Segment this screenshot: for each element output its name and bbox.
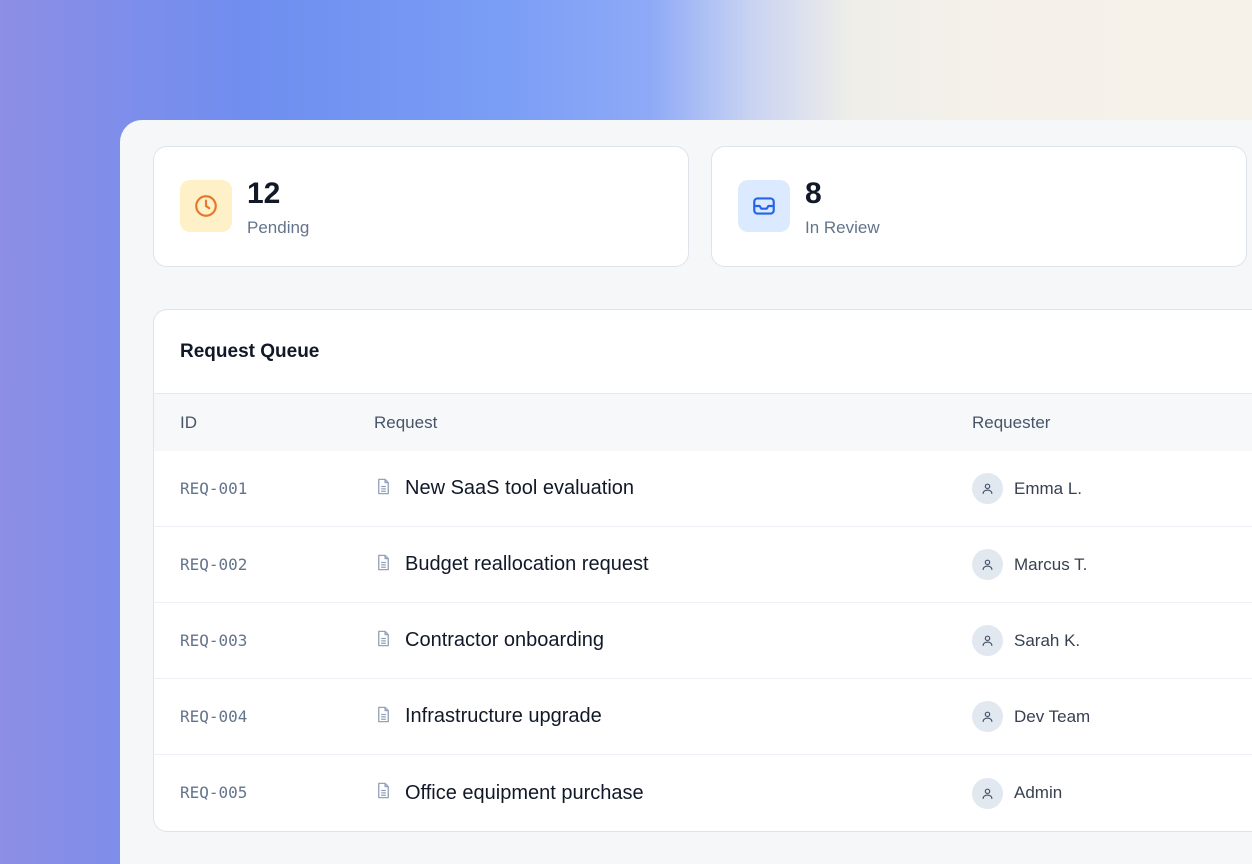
clock-icon [180, 180, 232, 232]
table-row[interactable]: REQ-001 New SaaS tool evaluation Emma L. [154, 451, 1252, 527]
request-id: REQ-001 [180, 478, 248, 498]
document-icon [374, 705, 393, 729]
user-avatar-icon [972, 777, 1003, 809]
requester-name: Emma L. [1014, 478, 1083, 498]
stat-value: 12 [247, 177, 281, 210]
request-queue-table: Request Queue ID Request Requester REQ-0… [153, 309, 1252, 832]
request-id: REQ-002 [180, 554, 248, 574]
table-row[interactable]: REQ-005 Office equipment purchase Admin [154, 755, 1252, 831]
stat-label: In Review [805, 218, 880, 237]
request-title[interactable]: Budget reallocation request [405, 553, 649, 575]
request-id: REQ-005 [180, 783, 248, 802]
requester-name: Dev Team [1014, 706, 1091, 726]
request-id: REQ-003 [180, 630, 248, 650]
user-avatar-icon [972, 473, 1003, 504]
column-header-requester[interactable]: Requester [972, 412, 1051, 432]
stat-card-pending[interactable]: 12 Pending [153, 146, 689, 267]
stat-value: 8 [805, 177, 822, 210]
table-row[interactable]: REQ-003 Contractor onboarding Sarah K. [154, 603, 1252, 679]
document-icon [374, 629, 393, 653]
request-title[interactable]: Office equipment purchase [405, 781, 644, 804]
document-icon [374, 553, 393, 577]
requester-name: Marcus T. [1014, 554, 1088, 574]
stat-label: Pending [247, 218, 310, 237]
request-title[interactable]: New SaaS tool evaluation [405, 477, 635, 499]
user-avatar-icon [972, 701, 1003, 732]
document-icon [374, 477, 393, 501]
user-avatar-icon [972, 625, 1003, 656]
table-header: ID Request Requester [154, 394, 1252, 451]
inbox-icon [738, 180, 790, 232]
stat-card-in-review[interactable]: 8 In Review [711, 146, 1247, 267]
column-header-id[interactable]: ID [180, 412, 197, 432]
column-header-request[interactable]: Request [374, 412, 438, 432]
main-panel: 12 Pending 8 In Review Request Queue ID … [120, 120, 1252, 864]
request-title[interactable]: Contractor onboarding [405, 629, 605, 651]
user-avatar-icon [972, 549, 1003, 580]
request-title[interactable]: Infrastructure upgrade [405, 705, 602, 727]
document-icon [374, 781, 393, 805]
request-id: REQ-004 [180, 706, 248, 726]
requester-name: Admin [1014, 783, 1063, 802]
table-title: Request Queue [154, 310, 1252, 394]
table-body: REQ-001 New SaaS tool evaluation Emma L.… [154, 451, 1252, 831]
table-row[interactable]: REQ-002 Budget reallocation request Marc… [154, 527, 1252, 603]
table-row[interactable]: REQ-004 Infrastructure upgrade Dev Team [154, 679, 1252, 755]
requester-name: Sarah K. [1014, 630, 1081, 650]
